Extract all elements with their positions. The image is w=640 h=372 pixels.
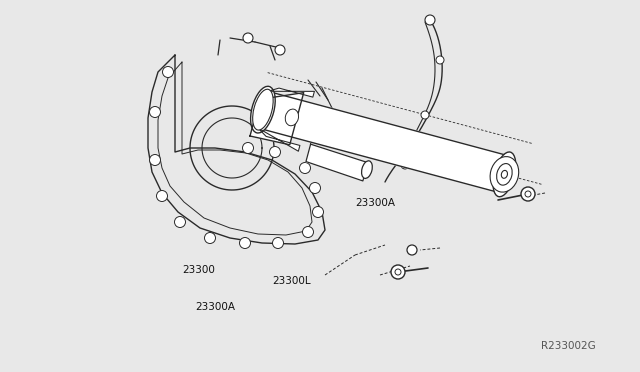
Circle shape [525,191,531,197]
Circle shape [312,206,323,218]
Circle shape [407,245,417,255]
Circle shape [391,265,405,279]
Polygon shape [258,128,300,151]
Circle shape [300,163,310,173]
Ellipse shape [493,152,516,197]
Circle shape [425,15,435,25]
Circle shape [395,269,401,275]
Circle shape [273,237,284,248]
Ellipse shape [253,89,273,130]
Polygon shape [306,144,368,181]
Circle shape [269,147,280,157]
Circle shape [157,190,168,202]
Circle shape [175,217,186,228]
Polygon shape [268,88,314,97]
Polygon shape [250,93,304,145]
Ellipse shape [490,157,518,192]
Circle shape [275,45,285,55]
Circle shape [243,142,253,154]
Circle shape [163,67,173,77]
Ellipse shape [288,112,296,122]
Circle shape [521,187,535,201]
Circle shape [421,111,429,119]
Circle shape [303,227,314,237]
Polygon shape [258,91,509,193]
Circle shape [436,56,444,64]
Circle shape [401,161,409,169]
Circle shape [310,183,321,193]
Text: 23300A: 23300A [355,198,396,208]
Circle shape [150,154,161,166]
Ellipse shape [501,170,508,178]
Circle shape [150,106,161,118]
Ellipse shape [251,86,275,133]
Ellipse shape [285,109,298,126]
Circle shape [243,33,253,43]
Text: 23300L: 23300L [272,276,310,286]
Circle shape [205,232,216,244]
Text: R233002G: R233002G [541,341,596,351]
Text: 23300: 23300 [182,265,215,275]
Text: 23300A: 23300A [195,302,236,312]
Circle shape [239,237,250,248]
Ellipse shape [497,164,512,185]
Ellipse shape [362,161,372,179]
